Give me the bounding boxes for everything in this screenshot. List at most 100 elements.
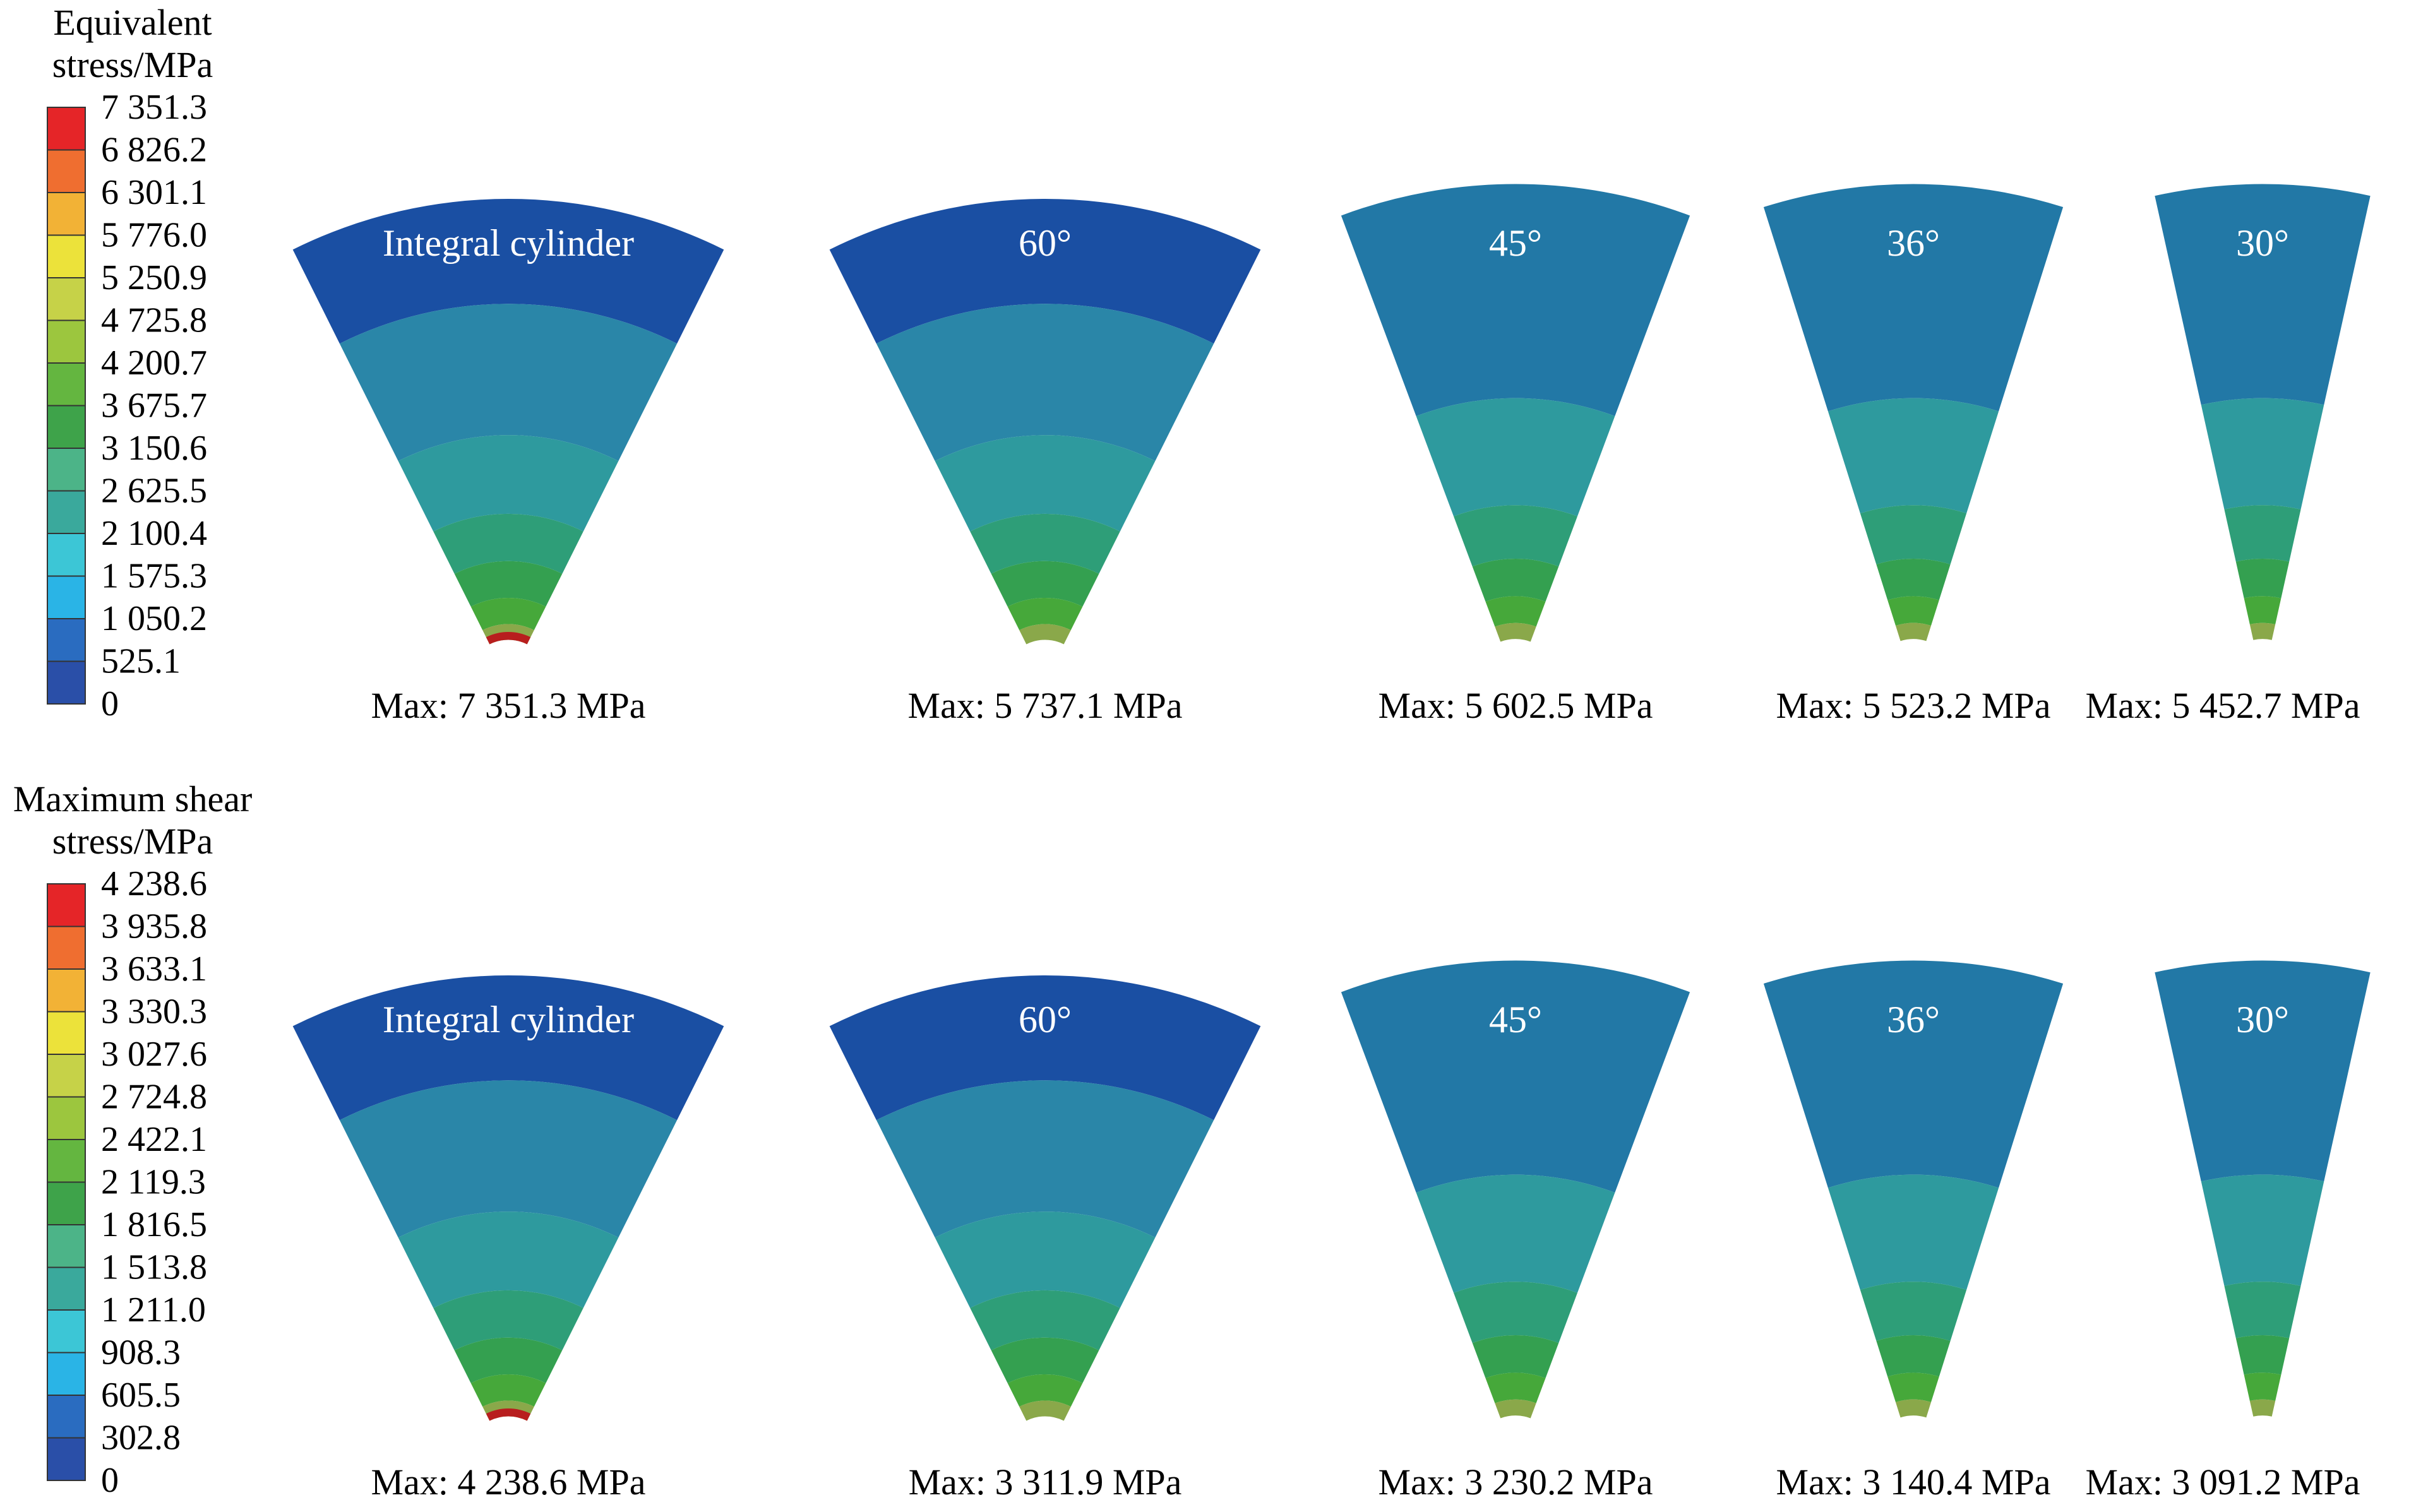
colorbar-swatch [47,107,86,151]
colorbar-tick-label: 525.1 [101,642,181,681]
colorbar-swatch [47,1437,86,1481]
colorbar-swatch [47,277,86,321]
stress-band [454,561,563,607]
sector-label: 60° [1019,999,1072,1040]
stress-band [876,304,1214,461]
stress-band [1019,1400,1071,1421]
stress-band [1495,1399,1536,1419]
colorbar-swatch [47,1011,86,1055]
colorbar-tick-label: 2 422.1 [101,1120,207,1159]
stress-band [1895,622,1932,641]
stress-band [398,435,619,532]
colorbar-tick-label: 3 935.8 [101,907,207,946]
sector-1: 60° Max: 3 311.9 MPa [829,975,1261,1503]
stress-band [1876,559,1951,600]
stress-band [1341,184,1690,417]
colorbar-tick-label: 5 250.9 [101,258,207,297]
colorbar-title-line2: stress/MPa [52,44,213,85]
colorbar-tick-label: 1 513.8 [101,1248,207,1287]
colorbar-swatch [47,533,86,577]
colorbar-tick-label: 2 100.4 [101,514,207,553]
stress-band [433,1290,583,1350]
max-stress-label: Max: 7 351.3 MPa [371,685,646,726]
colorbar-tick-label: 3 633.1 [101,949,207,989]
colorbar: 7 351.3 6 826.26 301.1 5 776.05 250.9 4 725… [47,88,207,723]
stress-band [876,1080,1214,1238]
colorbar-swatch [47,1181,86,1225]
sector-0: Integral cylinder Max: 4 238.6 MPa [292,975,724,1503]
colorbar-swatch [47,1054,86,1098]
stress-band [935,435,1156,532]
sector-3: 36° Max: 5 523.2 MPa [1763,184,2064,726]
sector-2: 45° Max: 3 230.2 MPa [1341,960,1690,1503]
colorbar-swatch [47,149,86,193]
colorbar-swatch [47,234,86,278]
colorbar-tick-label: 302.8 [101,1419,181,1458]
stress-band [970,513,1120,574]
stress-band [292,975,724,1121]
colorbar-swatch [47,1224,86,1268]
stress-band [829,975,1261,1121]
sector-3: 36° Max: 3 140.4 MPa [1763,960,2064,1503]
colorbar-title-line1: Maximum shear [13,778,253,819]
stress-band [1472,1335,1559,1378]
colorbar-tick-label: 6 301.1 [101,173,207,212]
stress-band [470,1374,546,1407]
colorbar-swatch [47,1096,86,1140]
colorbar-tick-label: 3 330.3 [101,992,207,1032]
sector-label: 60° [1019,222,1072,264]
stress-band [1895,1399,1932,1418]
colorbar-swatch [47,448,86,492]
sector-4: 30° Max: 5 452.7 MPa [2086,184,2371,726]
colorbar-tick-label: 0 [101,1461,119,1500]
stress-band [1763,960,2064,1188]
stress-band [2249,1399,2276,1417]
stress-band [339,1080,678,1238]
colorbar-swatch [47,926,86,970]
stress-band [2244,1372,2281,1401]
stress-band [1007,597,1083,631]
stress-band [292,199,724,344]
stress-band [1495,622,1536,642]
stress-band [935,1211,1156,1308]
stress-band [1454,505,1577,567]
max-stress-rim [486,1408,531,1421]
stress-band [1887,596,1939,626]
colorbar-tick-label: 3 027.6 [101,1035,207,1074]
colorbar-swatch [47,490,86,534]
stress-band [1827,1174,1999,1290]
sector-label: Integral cylinder [383,222,634,264]
colorbar-swatch [47,362,86,407]
colorbar: 4 238.6 3 935.83 633.13 330.33 027.6 2 724… [47,864,207,1500]
colorbar-tick-label: 1 575.3 [101,557,207,596]
colorbar-swatch [47,1352,86,1396]
stress-band [991,561,1099,607]
stress-band [829,199,1261,344]
colorbar-swatch [47,660,86,705]
colorbar-tick-label: 2 724.8 [101,1078,207,1117]
stress-band [1416,398,1615,516]
stress-band [454,1337,563,1383]
sector-label: 30° [2236,222,2289,264]
colorbar-swatch [47,1395,86,1439]
max-stress-label: Max: 4 238.6 MPa [371,1461,646,1503]
colorbar-tick-label: 0 [101,684,119,723]
sector-label: Integral cylinder [383,999,634,1040]
stress-band [1876,1335,1951,1377]
sector-label: 45° [1489,999,1542,1040]
colorbar-swatch [47,1266,86,1311]
colorbar-tick-label: 7 351.3 [101,88,207,127]
max-stress-label: Max: 5 523.2 MPa [1776,685,2051,726]
sector-label: 45° [1489,222,1542,264]
stress-band [970,1290,1120,1350]
max-stress-label: Max: 3 230.2 MPa [1378,1461,1653,1503]
colorbar-tick-label: 4 200.7 [101,343,207,383]
stress-band [2224,505,2301,562]
colorbar-tick-label: 5 776.0 [101,216,207,255]
stress-band [1485,596,1546,627]
